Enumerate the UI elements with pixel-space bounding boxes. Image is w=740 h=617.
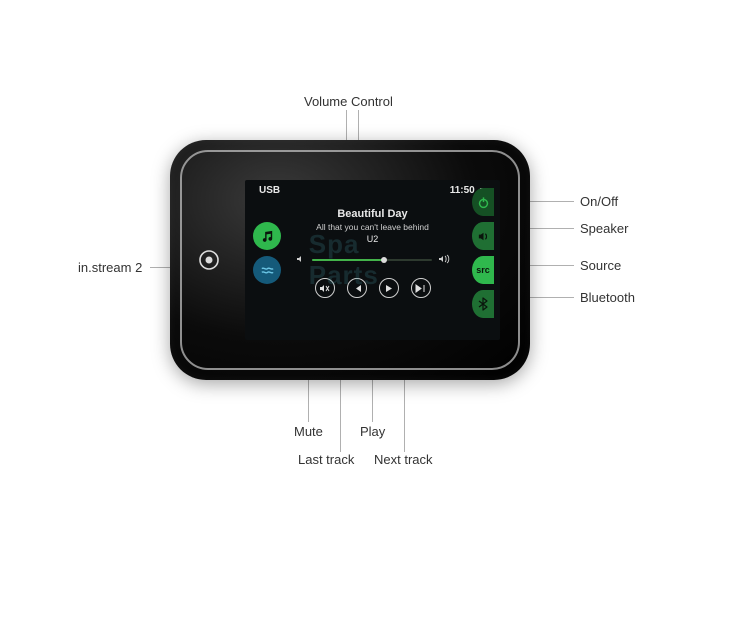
volume-min-icon bbox=[296, 254, 306, 266]
track-album: All that you can't leave behind bbox=[245, 222, 500, 232]
label-bluetooth: Bluetooth bbox=[580, 290, 635, 305]
right-side-buttons: src bbox=[464, 188, 494, 318]
volume-slider-track[interactable] bbox=[312, 259, 432, 261]
source-button-text: src bbox=[476, 265, 490, 275]
mute-button[interactable] bbox=[315, 278, 335, 298]
speaker-button[interactable] bbox=[472, 222, 494, 250]
label-play: Play bbox=[360, 424, 385, 439]
screen: USB 11:50 PM Beautiful Day All that you … bbox=[245, 180, 500, 340]
status-source: USB bbox=[259, 185, 280, 196]
music-mode-button[interactable] bbox=[253, 222, 281, 250]
track-title: Beautiful Day bbox=[245, 208, 500, 220]
label-on-off: On/Off bbox=[580, 194, 618, 209]
next-track-button[interactable] bbox=[411, 278, 431, 298]
prev-track-button[interactable] bbox=[347, 278, 367, 298]
track-artist: U2 bbox=[245, 234, 500, 244]
label-next-track: Next track bbox=[374, 452, 433, 467]
label-source: Source bbox=[580, 258, 621, 273]
volume-slider-fill bbox=[312, 259, 384, 261]
power-button[interactable] bbox=[472, 188, 494, 216]
left-side-buttons bbox=[253, 222, 283, 284]
label-instream: in.stream 2 bbox=[78, 260, 142, 275]
label-last-track: Last track bbox=[298, 452, 354, 467]
device-panel: USB 11:50 PM Beautiful Day All that you … bbox=[170, 140, 530, 380]
volume-slider-thumb[interactable] bbox=[381, 257, 387, 263]
label-volume-control: Volume Control bbox=[304, 94, 393, 109]
volume-control[interactable] bbox=[245, 254, 500, 266]
water-mode-button[interactable] bbox=[253, 256, 281, 284]
label-mute: Mute bbox=[294, 424, 323, 439]
play-button[interactable] bbox=[379, 278, 399, 298]
source-button[interactable]: src bbox=[472, 256, 494, 284]
now-playing: Beautiful Day All that you can't leave b… bbox=[245, 208, 500, 244]
bluetooth-button[interactable] bbox=[472, 290, 494, 318]
transport-controls bbox=[245, 278, 500, 298]
label-speaker: Speaker bbox=[580, 221, 628, 236]
volume-max-icon bbox=[438, 254, 450, 266]
home-button[interactable] bbox=[198, 249, 220, 271]
status-bar: USB 11:50 PM bbox=[245, 180, 500, 196]
